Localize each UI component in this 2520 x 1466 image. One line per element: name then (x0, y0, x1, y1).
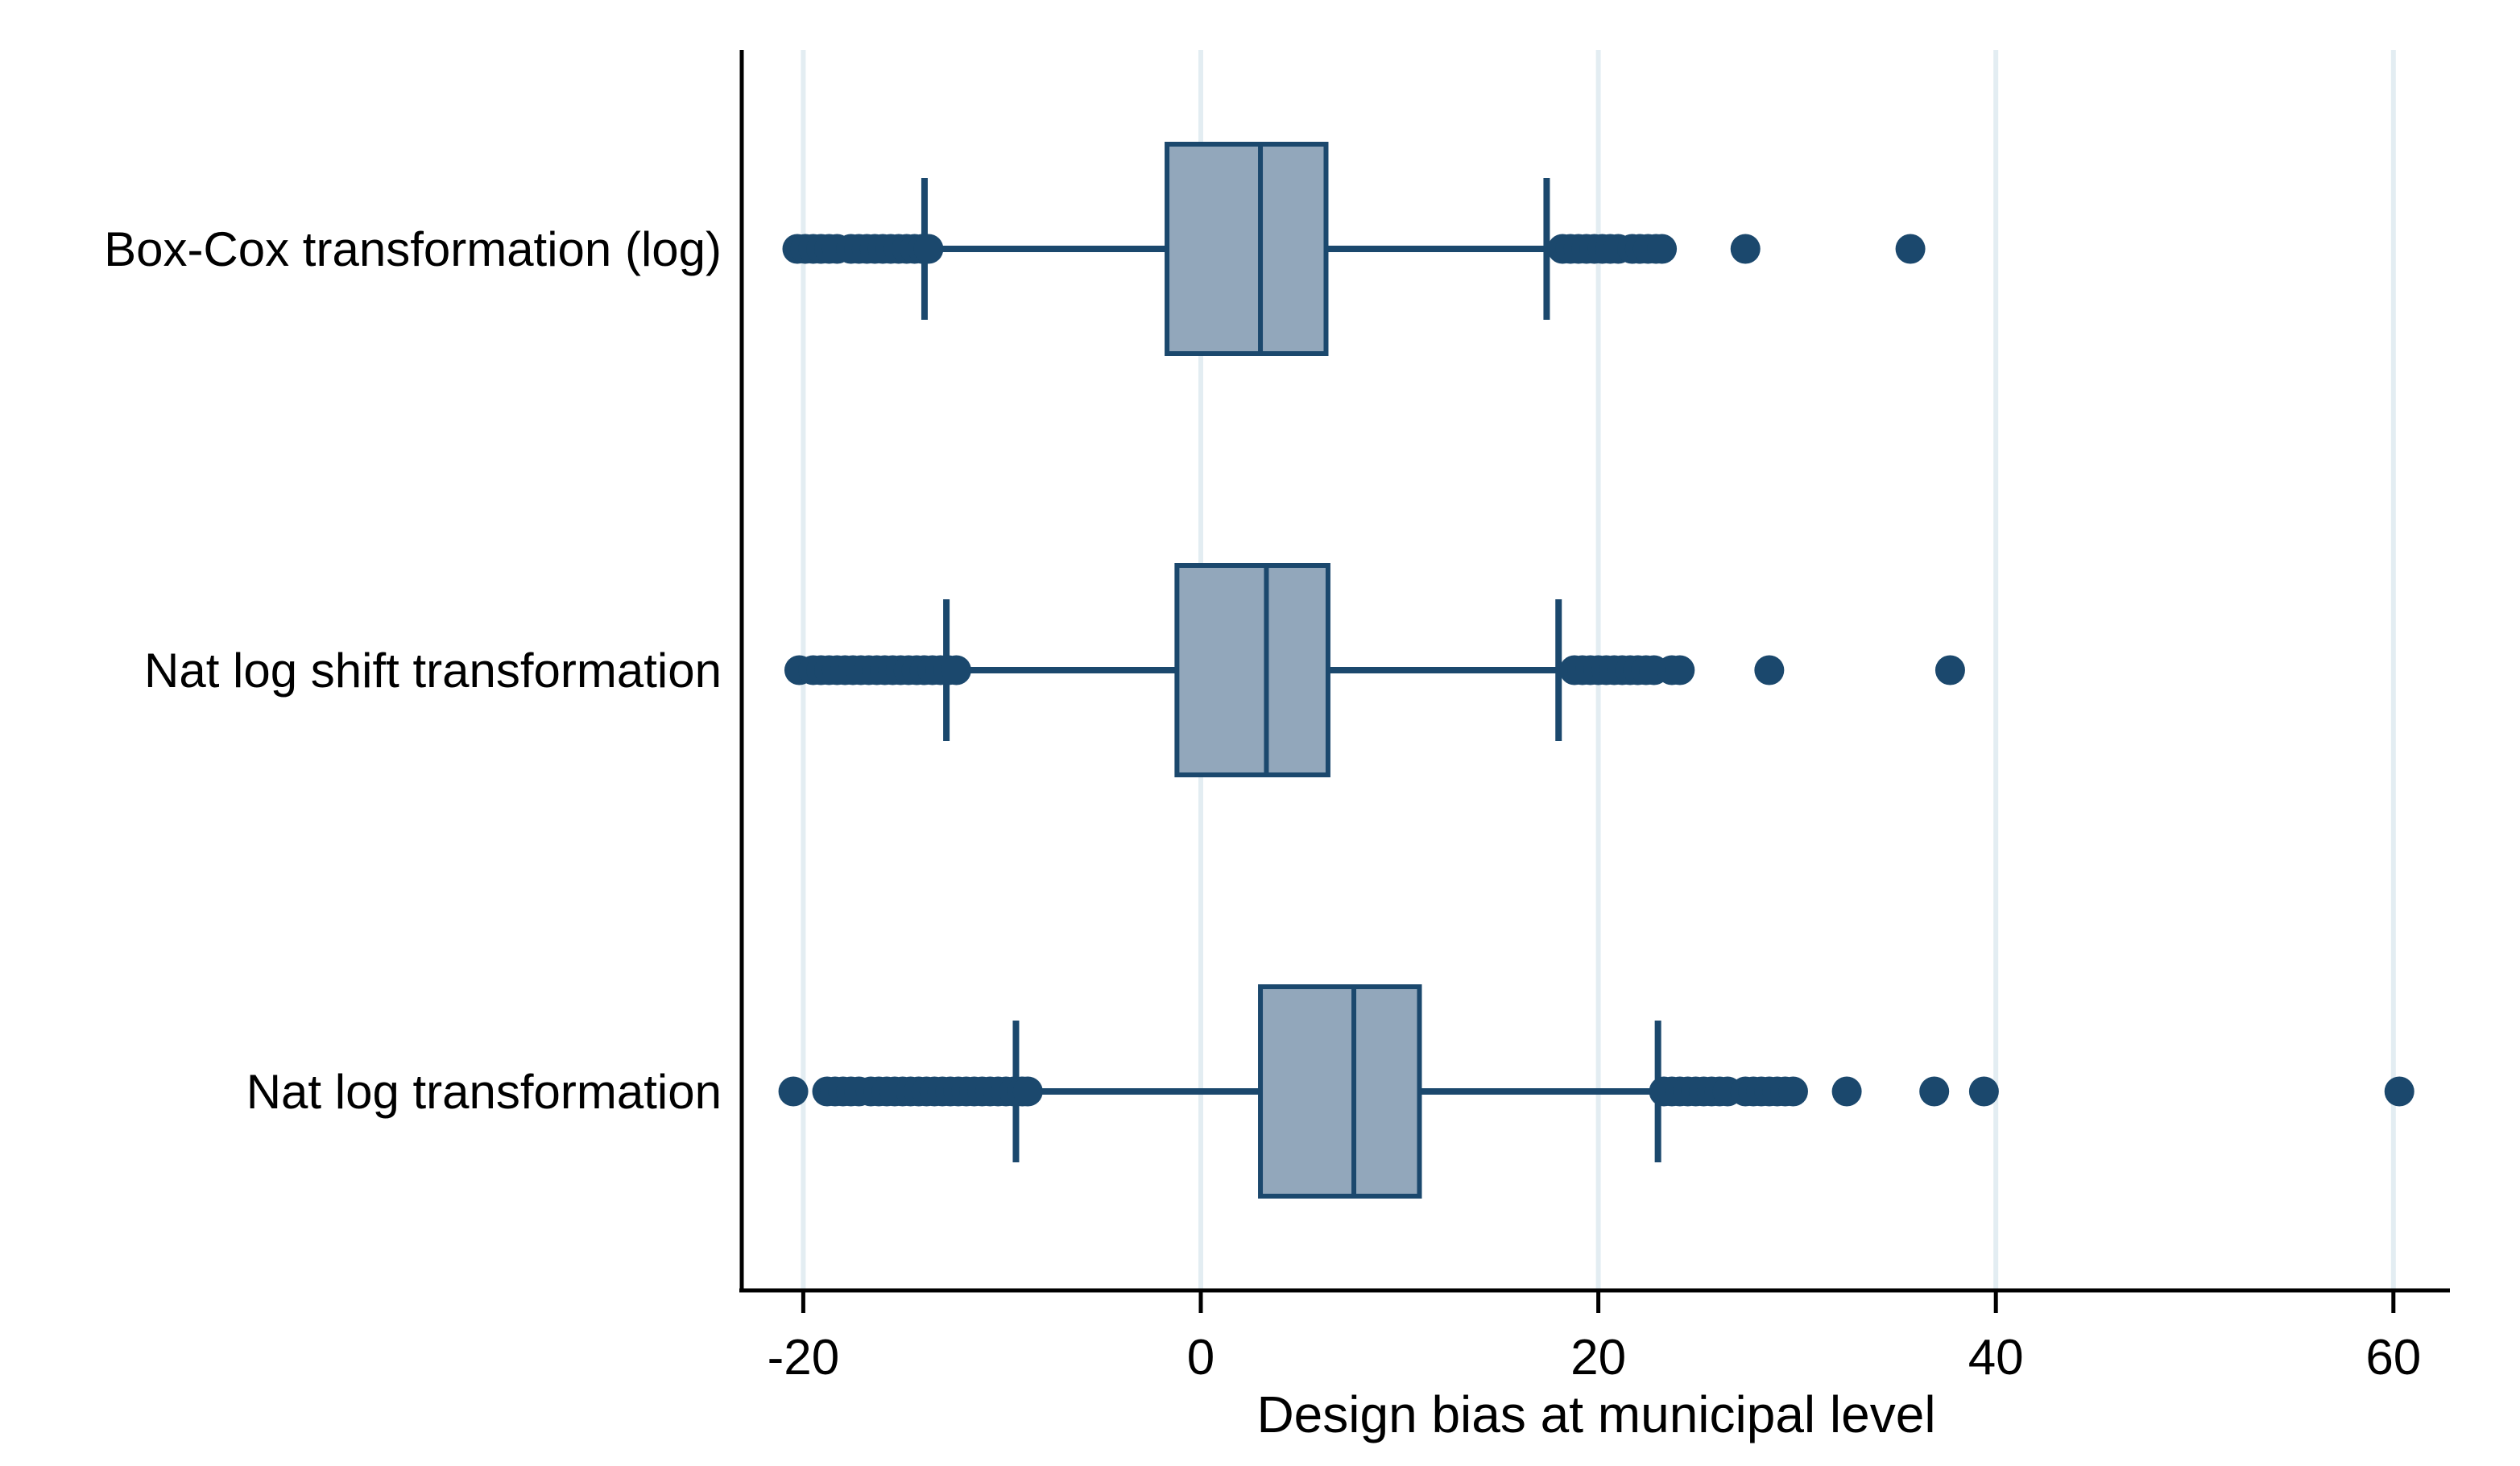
outlier-dot (1730, 234, 1761, 264)
boxplots (778, 142, 2414, 1199)
boxplot-row (782, 142, 1926, 356)
x-axis-tick-labels: -20 0 20 40 60 (768, 1330, 2422, 1385)
outlier-dot (1919, 1076, 1950, 1107)
outlier-dot (1895, 234, 1926, 264)
outlier-dot (1968, 1076, 1999, 1107)
category-label: Box-Cox transformation (log) (104, 222, 722, 276)
outlier-dot (1665, 655, 1695, 685)
outlier-dot (1754, 655, 1785, 685)
box-iqr (1165, 142, 1329, 356)
outlier-dot (1831, 1076, 1862, 1107)
outlier-dot (1012, 1076, 1043, 1107)
category-label: Nat log transformation (246, 1065, 722, 1119)
x-axis-title: Design bias at municipal level (1256, 1385, 1935, 1443)
x-axis-ticks (801, 1290, 2396, 1313)
outlier-dot (1934, 655, 1965, 685)
outlier-dot (941, 655, 971, 685)
x-tick-label: 40 (1968, 1330, 2024, 1385)
x-tick-label: -20 (768, 1330, 840, 1385)
x-tick-label: 0 (1187, 1330, 1214, 1385)
outlier-dot (2384, 1076, 2414, 1107)
boxplot-row (784, 563, 1965, 777)
x-tick-label: 20 (1570, 1330, 1626, 1385)
box-iqr (1174, 563, 1330, 777)
x-tick-label: 60 (2365, 1330, 2421, 1385)
boxplot-row (778, 984, 2414, 1199)
outlier-dot (1647, 234, 1678, 264)
box-iqr (1258, 984, 1422, 1199)
outlier-dot (913, 234, 944, 264)
outlier-dot (1777, 1076, 1808, 1107)
category-label: Nat log shift transformation (144, 644, 722, 698)
y-axis-labels: Box-Cox transformation (log) Nat log shif… (104, 222, 722, 1119)
outlier-dot (778, 1076, 809, 1107)
